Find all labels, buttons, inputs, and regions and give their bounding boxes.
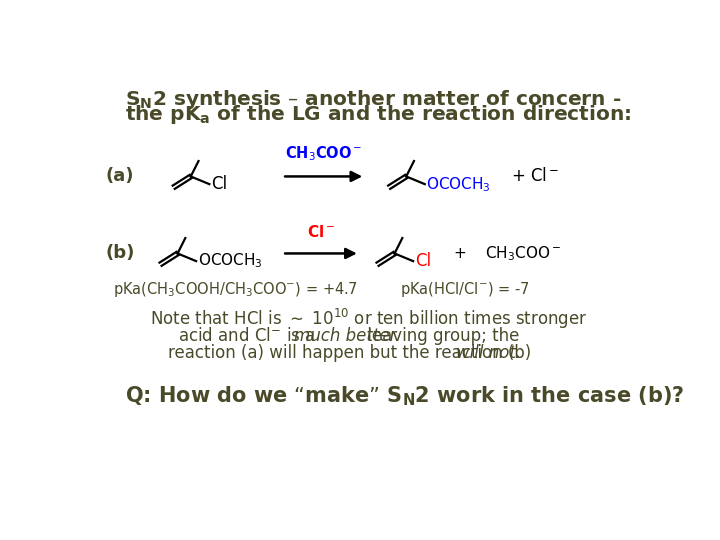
Text: acid and Cl$^{-}$ is a: acid and Cl$^{-}$ is a	[178, 327, 317, 345]
Text: pKa(HCl/Cl$^{\mathregular{-}}$) = -7: pKa(HCl/Cl$^{\mathregular{-}}$) = -7	[400, 280, 530, 299]
Text: will not.: will not.	[456, 344, 521, 362]
Text: Cl$^-$: Cl$^-$	[307, 224, 336, 240]
Text: pKa(CH$_{\mathregular{3}}$COOH/CH$_{\mathregular{3}}$COO$^{\mathregular{-}}$) = : pKa(CH$_{\mathregular{3}}$COOH/CH$_{\mat…	[113, 280, 358, 299]
Text: (b): (b)	[106, 245, 135, 262]
Text: reaction (a) will happen but the reaction (b): reaction (a) will happen but the reactio…	[168, 344, 536, 362]
Text: OCOCH$_3$: OCOCH$_3$	[198, 252, 263, 271]
Text: the pK$_{\mathregular{a}}$ of the LG and the reaction direction:: the pK$_{\mathregular{a}}$ of the LG and…	[125, 103, 631, 126]
Text: much better: much better	[294, 327, 396, 345]
Text: + Cl$^-$: + Cl$^-$	[510, 167, 559, 185]
Text: Q: How do we “make” S$_{\mathregular{N}}$2 work in the case (b)?: Q: How do we “make” S$_{\mathregular{N}}…	[125, 384, 684, 408]
Text: Cl: Cl	[211, 175, 227, 193]
Text: CH$_3$COO$^-$: CH$_3$COO$^-$	[284, 145, 362, 164]
Text: (a): (a)	[106, 167, 134, 185]
Text: leaving group; the: leaving group; the	[362, 327, 519, 345]
Text: Note that HCl is $\sim$ 10$^{10}$ or ten billion times stronger: Note that HCl is $\sim$ 10$^{10}$ or ten…	[150, 307, 588, 331]
Text: +    CH$_3$COO$^-$: + CH$_3$COO$^-$	[453, 244, 561, 263]
Text: S$_{\mathregular{N}}$2 synthesis – another matter of concern -: S$_{\mathregular{N}}$2 synthesis – anoth…	[125, 88, 621, 111]
Text: OCOCH$_3$: OCOCH$_3$	[426, 175, 491, 193]
Text: Cl: Cl	[415, 252, 431, 270]
